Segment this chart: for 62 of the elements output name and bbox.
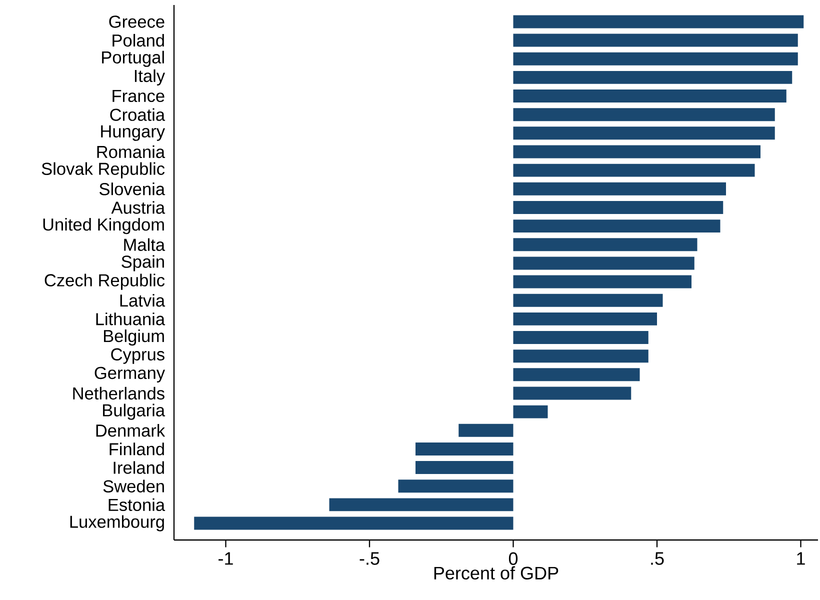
- bar: [513, 164, 755, 177]
- y-tick-label: Poland: [112, 34, 164, 47]
- bar: [513, 331, 648, 344]
- bar: [513, 238, 698, 252]
- y-tick-label: Croatia: [110, 108, 166, 121]
- y-tick-label: Finland: [110, 442, 164, 456]
- bar: [329, 498, 514, 512]
- y-tick-label: Cyprus: [111, 348, 164, 364]
- x-tick-label: -1: [218, 552, 233, 565]
- y-tick-label: Czech Republic: [44, 274, 165, 290]
- bar: [513, 256, 694, 270]
- x-tick-label: 1: [797, 552, 805, 565]
- y-tick-label: Portugal: [102, 50, 164, 67]
- y-tick-label: Denmark: [96, 424, 166, 437]
- bar: [513, 220, 720, 233]
- bar: [513, 368, 640, 382]
- y-tick-label: United Kingdom: [43, 218, 164, 234]
- y-tick-label: Germany: [94, 366, 166, 382]
- bar: [513, 52, 798, 66]
- bar: [513, 294, 663, 307]
- bar: [513, 386, 632, 400]
- bar: [398, 480, 514, 493]
- y-tick-label: Luxembourg: [70, 515, 164, 532]
- y-tick-label: Bulgaria: [103, 404, 166, 420]
- y-tick-label: Ireland: [114, 461, 164, 474]
- y-tick-label: Netherlands: [73, 386, 164, 400]
- y-tick-label: Italy: [134, 69, 166, 86]
- bar: [513, 275, 692, 288]
- bar: [513, 312, 657, 326]
- y-tick-label: Spain: [122, 255, 164, 272]
- y-tick-label: Romania: [97, 145, 166, 158]
- bar: [416, 461, 514, 474]
- bar: [513, 34, 798, 47]
- bar: [513, 145, 760, 158]
- y-tick-label: Greece: [109, 16, 164, 28]
- x-tick-label: 0: [508, 552, 518, 566]
- y-tick-label: Estonia: [108, 498, 166, 512]
- y-tick-label: Latvia: [120, 294, 166, 307]
- bar: [513, 70, 792, 84]
- bar: [513, 350, 648, 363]
- y-tick-label: Slovak Republic: [42, 162, 165, 178]
- x-tick-label: .5: [651, 552, 664, 565]
- x-axis-title: Percent of GDP: [434, 566, 558, 580]
- y-tick-label: France: [112, 90, 164, 102]
- bar: [513, 108, 775, 122]
- y-tick-label: Austria: [111, 201, 166, 214]
- bar: [194, 516, 514, 530]
- y-tick-label: Hungary: [101, 125, 166, 141]
- y-tick-label: Slovenia: [100, 182, 166, 196]
- y-tick-label: Belgium: [104, 329, 164, 346]
- bar: [513, 15, 804, 28]
- bar: [513, 126, 775, 140]
- y-tick-label: Lithuania: [96, 312, 166, 326]
- y-tick-label: Sweden: [103, 480, 164, 492]
- bar: [513, 182, 726, 196]
- bar: [513, 405, 548, 418]
- y-tick-label: Malta: [124, 238, 166, 251]
- bar: [458, 424, 514, 437]
- bar: [513, 90, 786, 102]
- x-tick-label: -.5: [360, 552, 380, 565]
- bar: [416, 442, 514, 456]
- bar: [513, 200, 724, 214]
